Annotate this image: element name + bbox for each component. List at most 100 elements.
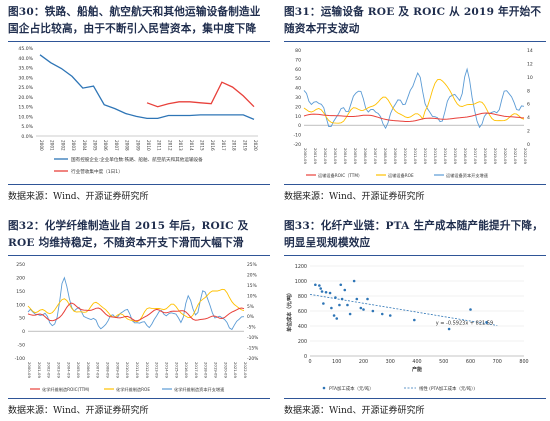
x-tick-label: 2020-09: [503, 148, 508, 164]
chart-33: 0 200 400 600 800 1000 1200 0 100 200 300 400 500 600…: [286, 264, 529, 392]
y-tick-label: 5.0%: [21, 124, 33, 130]
x-tick-label: 500: [439, 359, 448, 365]
x-tick-label: 2004-09: [343, 148, 348, 164]
source-divider: [8, 184, 270, 185]
x-tick-label: 2001-09: [313, 148, 318, 164]
scatter-point: [330, 306, 333, 310]
chart-32: -100 -50 0 50 100 150 200 250 -20% -15% -10% -5% 0% 5…: [15, 262, 259, 393]
legend-label: 运输设备ROE: [388, 172, 414, 179]
scatter-point: [469, 308, 472, 311]
x-tick-label: 2002-09: [47, 362, 52, 378]
x-tick-label: 200: [359, 359, 368, 365]
x-tick-label: 2011-09: [413, 148, 418, 164]
scatter-point: [335, 317, 339, 320]
scatter-point: [343, 288, 347, 292]
y-tick-label: 40.0%: [18, 56, 33, 62]
legend-label: 化学纤维制造资本开支增速: [174, 386, 225, 393]
y-right-tick-label: 10%: [247, 293, 257, 299]
x-tick-label: 2007: [114, 140, 119, 151]
scatter-point: [359, 306, 363, 310]
x-tick-label: 2011: [157, 140, 162, 151]
y-right-tick-label: 0%: [247, 314, 254, 320]
x-tick-label: 2019: [242, 140, 247, 151]
source-divider: [284, 398, 546, 399]
title-divider: [284, 41, 546, 42]
x-tick-label: 2016: [210, 140, 215, 151]
x-tick-label: 2003-09: [56, 362, 61, 378]
x-tick-label: 2005: [93, 140, 98, 151]
y-tick-label: 1200: [295, 264, 307, 270]
x-tick-label: 2017: [221, 140, 226, 151]
scatter-point: [324, 290, 328, 294]
y-tick-label: 800: [298, 294, 307, 300]
x-tick-label: 2005-09: [76, 362, 81, 378]
x-tick-label: 2007-09: [373, 148, 378, 164]
figure-33-title: 图33：化纤产业链：PTA 生产成本随产能提升下降，明显呈现规模效应: [284, 220, 543, 249]
series-line: [303, 112, 525, 122]
figure-30-source: 数据来源：Wind、开源证券研究所: [8, 192, 149, 202]
y-right-tick-label: 14: [527, 48, 533, 54]
y-right-tick-label: 5%: [247, 304, 254, 310]
x-tick-label: 2001-09: [37, 362, 42, 378]
source-divider: [8, 398, 270, 399]
scatter-point: [346, 303, 349, 307]
legend-label: 国有控股企业:企业单位数:铁路、船舶、航空航天和其他运输设备: [71, 156, 203, 163]
y-left-tick-label: 40: [295, 86, 301, 92]
y-left-tick-label: 150: [16, 289, 25, 295]
scatter-point: [362, 308, 365, 311]
y-left-tick-label: 250: [16, 262, 25, 268]
legend-label: 化学纤维制造ROIC(TTM): [42, 386, 90, 393]
y-left-tick-label: 30: [295, 95, 301, 101]
x-tick-label: 2008-09: [106, 362, 111, 378]
y-right-tick-label: 12: [527, 61, 533, 67]
y-left-tick-label: -10: [293, 133, 301, 139]
x-tick-label: 2005-09: [353, 148, 358, 164]
x-tick-label: 2002-09: [323, 148, 328, 164]
x-axis-label: 产能: [412, 366, 422, 373]
x-tick-label: 2016-09: [463, 148, 468, 164]
series-line: [303, 67, 525, 130]
legend-label: PTA加工成本（元/吨）: [329, 385, 374, 392]
x-tick-label: 2020-09: [223, 362, 228, 378]
series-line: [146, 81, 255, 108]
y-right-tick-label: 6: [527, 102, 530, 108]
chart-31: -20 -10 0 10 20 30 40 50 60 70 80 0 2 4 6 8 10 12 14 2000-0…: [293, 48, 533, 179]
y-left-tick-label: 0: [22, 329, 25, 335]
y-left-tick-label: 50: [295, 76, 301, 82]
y-right-tick-label: 4: [527, 115, 530, 121]
y-left-tick-label: 10: [295, 114, 301, 120]
y-right-tick-label: 20%: [247, 272, 257, 278]
legend-label: 运输设备ROIC（TTM）: [318, 172, 362, 179]
y-right-tick-label: 2: [527, 129, 530, 135]
x-tick-label: 2015-09: [453, 148, 458, 164]
x-tick-label: 300: [386, 359, 395, 365]
y-right-tick-label: -20%: [247, 356, 258, 362]
x-tick-label: 2016-09: [184, 362, 189, 378]
scatter-point: [338, 303, 341, 307]
x-tick-label: 2017-09: [194, 362, 199, 378]
x-tick-label: 2013: [178, 140, 183, 151]
x-tick-label: 2009-09: [393, 148, 398, 164]
x-tick-label: 2020: [253, 140, 258, 151]
scatter-point: [413, 318, 416, 322]
series-line: [27, 288, 245, 323]
y-tick-label: 200: [298, 339, 307, 345]
y-tick-label: 400: [298, 324, 307, 330]
scatter-point: [371, 309, 375, 313]
x-tick-label: 2009: [135, 140, 140, 151]
x-tick-label: 2014-09: [443, 148, 448, 164]
scatter-point: [334, 296, 337, 299]
y-tick-label: 1000: [295, 279, 307, 285]
x-tick-label: 2010-09: [125, 362, 130, 378]
scatter-point: [366, 297, 369, 301]
x-tick-label: 2011-09: [135, 362, 140, 378]
scatter-point: [328, 291, 332, 295]
x-tick-label: 2015-09: [174, 362, 179, 378]
x-tick-label: 2019-09: [493, 148, 498, 164]
scatter-point: [322, 302, 325, 305]
y-right-tick-label: -10%: [247, 335, 258, 341]
y-right-tick-label: -5%: [247, 325, 256, 331]
y-left-tick-label: 0: [298, 123, 301, 129]
x-tick-label: 2008-09: [383, 148, 388, 164]
x-tick-label: 2007-09: [96, 362, 101, 378]
